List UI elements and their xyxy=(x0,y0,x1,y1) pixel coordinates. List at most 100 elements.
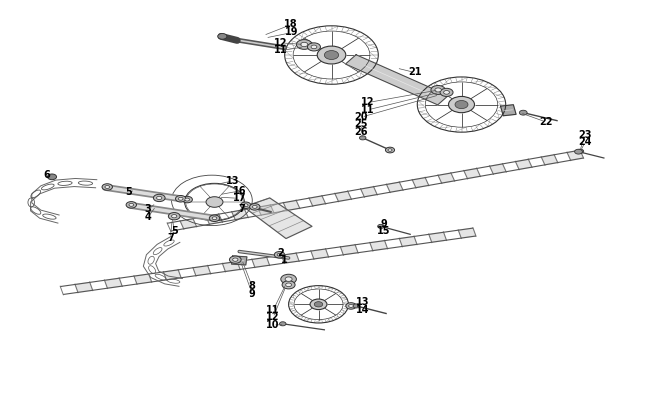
Polygon shape xyxy=(252,258,270,268)
Text: 16: 16 xyxy=(233,185,246,195)
Polygon shape xyxy=(361,187,377,197)
Polygon shape xyxy=(309,196,326,207)
Polygon shape xyxy=(193,266,211,276)
Text: 11: 11 xyxy=(274,45,287,55)
Circle shape xyxy=(280,322,286,326)
Text: 11: 11 xyxy=(266,305,280,314)
Circle shape xyxy=(172,215,177,218)
Circle shape xyxy=(388,149,392,152)
Polygon shape xyxy=(222,262,240,272)
Text: 21: 21 xyxy=(408,67,421,77)
Polygon shape xyxy=(500,105,516,117)
Polygon shape xyxy=(341,245,358,255)
Text: 24: 24 xyxy=(578,137,592,147)
Polygon shape xyxy=(458,228,476,239)
Text: 12: 12 xyxy=(361,97,374,107)
Text: 22: 22 xyxy=(540,117,552,126)
Circle shape xyxy=(285,277,292,281)
Circle shape xyxy=(153,195,165,202)
Circle shape xyxy=(209,215,220,222)
Circle shape xyxy=(346,303,356,309)
Circle shape xyxy=(252,206,257,209)
Circle shape xyxy=(385,148,395,153)
Circle shape xyxy=(315,302,323,307)
Text: 19: 19 xyxy=(285,28,298,37)
Text: 7: 7 xyxy=(239,204,245,214)
Polygon shape xyxy=(105,279,122,288)
Text: 1: 1 xyxy=(281,254,288,264)
Polygon shape xyxy=(489,164,506,175)
Text: 9: 9 xyxy=(380,219,387,228)
Circle shape xyxy=(178,198,183,201)
Circle shape xyxy=(519,111,527,116)
Circle shape xyxy=(378,225,384,229)
Polygon shape xyxy=(567,151,584,161)
Text: 12: 12 xyxy=(266,312,280,322)
Circle shape xyxy=(168,213,180,220)
Circle shape xyxy=(240,202,251,209)
Polygon shape xyxy=(244,198,312,239)
Polygon shape xyxy=(429,233,447,243)
Circle shape xyxy=(285,284,292,287)
Circle shape xyxy=(277,254,282,257)
Circle shape xyxy=(206,197,223,208)
Circle shape xyxy=(282,281,295,289)
Polygon shape xyxy=(134,274,151,284)
Circle shape xyxy=(311,46,317,50)
Circle shape xyxy=(243,204,248,207)
Circle shape xyxy=(102,184,112,191)
Polygon shape xyxy=(438,174,454,183)
Text: 20: 20 xyxy=(355,112,368,122)
Circle shape xyxy=(448,97,474,113)
Text: 18: 18 xyxy=(285,19,298,29)
Polygon shape xyxy=(231,256,247,265)
Circle shape xyxy=(443,92,450,95)
Circle shape xyxy=(296,40,312,50)
Polygon shape xyxy=(283,201,300,211)
Text: 14: 14 xyxy=(356,304,369,314)
Text: 10: 10 xyxy=(266,319,280,329)
Text: 6: 6 xyxy=(44,169,50,179)
Circle shape xyxy=(218,34,227,40)
Polygon shape xyxy=(75,283,93,293)
Text: 26: 26 xyxy=(355,127,368,136)
Circle shape xyxy=(307,44,320,52)
Circle shape xyxy=(353,304,359,308)
Circle shape xyxy=(435,89,441,93)
Circle shape xyxy=(317,47,346,65)
Polygon shape xyxy=(281,254,299,264)
Text: 15: 15 xyxy=(377,226,390,236)
Polygon shape xyxy=(206,215,222,225)
Text: 8: 8 xyxy=(249,281,255,290)
Text: 13: 13 xyxy=(356,297,369,307)
Polygon shape xyxy=(464,169,480,179)
Circle shape xyxy=(274,252,285,258)
Circle shape xyxy=(431,86,445,95)
Text: 7: 7 xyxy=(167,232,174,242)
Polygon shape xyxy=(164,270,181,280)
Polygon shape xyxy=(231,210,248,220)
Circle shape xyxy=(577,150,584,154)
Circle shape xyxy=(176,196,186,202)
Text: 17: 17 xyxy=(233,193,246,202)
Circle shape xyxy=(575,150,582,155)
Text: 11: 11 xyxy=(361,104,374,114)
Circle shape xyxy=(129,204,134,207)
Polygon shape xyxy=(370,241,387,251)
Text: 13: 13 xyxy=(226,175,239,185)
Circle shape xyxy=(212,217,217,220)
Circle shape xyxy=(105,186,110,189)
Text: 4: 4 xyxy=(145,211,151,221)
Polygon shape xyxy=(412,178,429,188)
Polygon shape xyxy=(387,183,403,193)
Text: 2: 2 xyxy=(278,247,284,257)
Circle shape xyxy=(440,89,453,97)
Circle shape xyxy=(250,204,260,211)
Circle shape xyxy=(185,198,190,202)
Circle shape xyxy=(126,202,136,209)
Circle shape xyxy=(185,198,190,202)
Text: 12: 12 xyxy=(274,38,287,47)
Circle shape xyxy=(359,136,366,141)
Circle shape xyxy=(301,43,307,47)
Circle shape xyxy=(182,197,192,203)
